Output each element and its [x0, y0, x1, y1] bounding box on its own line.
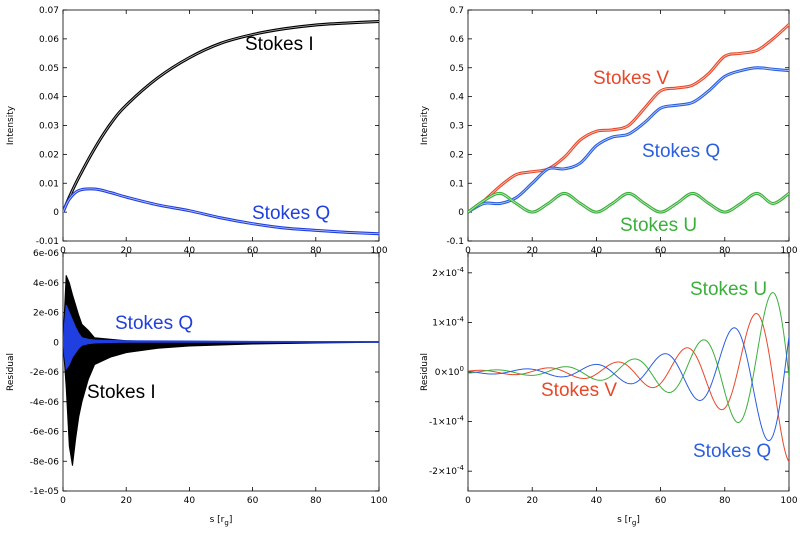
- x-tick-label: 100: [370, 496, 387, 506]
- panel-top-left: 0 20 40 60 80 100-0.0100.010.020.030.040.050.…: [6, 6, 388, 256]
- annotation-stokes-q-bottom: Stokes Q: [115, 313, 193, 334]
- series-stokes-q-highlight: [468, 67, 789, 213]
- y-axis-label: Residual: [6, 353, 16, 391]
- x-tick-label: 0: [60, 496, 66, 506]
- y-tick-label: -2e-06: [30, 368, 59, 378]
- y-tick-label: 0.7: [450, 6, 464, 16]
- x-tick-label: 60: [655, 246, 667, 256]
- y-tick-label: -2×10-4: [429, 464, 464, 477]
- x-tick-label: 0: [60, 246, 66, 256]
- series-stokes-u-highlight: [468, 192, 789, 213]
- panel-top-right: 0 20 40 60 80 100-0.100.10.20.30.40.50.60.7In…: [420, 6, 798, 256]
- annotation-stokes-u-bottom: Stokes U: [690, 279, 767, 300]
- y-tick-label: -0.01: [36, 237, 59, 247]
- series-stokes-i-highlight: [63, 21, 379, 213]
- x-tick-label: 100: [780, 496, 797, 506]
- y-tick-label: -6e-06: [30, 428, 59, 438]
- plot-frame: [62, 252, 380, 492]
- x-tick-label: 0: [465, 246, 471, 256]
- annotation-stokes-v-top: Stokes V: [593, 68, 669, 89]
- annotation-stokes-i-top: Stokes I: [245, 34, 314, 55]
- series-stokes-q-envelope: [63, 304, 379, 371]
- y-tick-label: 0.04: [39, 93, 59, 103]
- x-tick-label: 20: [120, 246, 132, 256]
- series-stokes-i-envelope: [63, 275, 379, 466]
- y-tick-label: 0.1: [450, 179, 464, 189]
- y-tick-label: 0×100: [435, 365, 464, 378]
- y-axis-label: Intensity: [6, 105, 16, 145]
- y-tick-label: -8e-06: [30, 457, 59, 467]
- y-tick-label: 4e-06: [33, 279, 59, 289]
- y-tick-label: -4e-06: [30, 398, 59, 408]
- x-tick-label: 100: [780, 246, 797, 256]
- y-tick-label: 0.05: [39, 64, 59, 74]
- x-tick-label: 80: [719, 496, 731, 506]
- x-tick-label: 60: [655, 496, 667, 506]
- y-tick-label: 0.5: [450, 64, 464, 74]
- series-stokes-v-highlight: [468, 24, 789, 213]
- x-tick-label: 40: [184, 496, 196, 506]
- series-stokes-q: [468, 327, 789, 442]
- x-tick-label: 40: [184, 246, 196, 256]
- y-tick-label: -0.1: [446, 237, 464, 247]
- y-tick-label: 0: [458, 208, 464, 218]
- x-axis-label: s [rg]: [617, 515, 640, 527]
- x-tick-label: 80: [719, 246, 731, 256]
- annotation-stokes-v-bottom: Stokes V: [541, 380, 617, 401]
- y-tick-label: 1×10-4: [432, 315, 464, 328]
- x-tick-label: 60: [247, 496, 259, 506]
- series-stokes-q: [63, 187, 379, 236]
- y-tick-label: 0: [53, 338, 59, 348]
- y-tick-label: 0.07: [39, 6, 59, 16]
- series-stokes-u: [468, 292, 789, 424]
- series-stokes-q: [468, 66, 789, 214]
- x-tick-label: 20: [526, 496, 538, 506]
- y-tick-label: 0: [53, 208, 59, 218]
- x-tick-label: 40: [591, 246, 603, 256]
- y-tick-label: 0.3: [450, 122, 464, 132]
- y-tick-label: -1×10-4: [429, 415, 464, 428]
- series-stokes-q-highlight: [63, 188, 379, 235]
- x-tick-label: 80: [310, 246, 322, 256]
- panel-bottom-left: 0 20 40 60 80 100 -1e-05 -8e-06 -6e-06 -4e-06 -2e-…: [6, 249, 388, 527]
- y-axis-label: Intensity: [420, 105, 430, 145]
- series-stokes-v: [468, 23, 789, 214]
- y-axis-label: Residual: [420, 353, 430, 391]
- x-tick-label: 80: [310, 496, 322, 506]
- y-tick-label: 0.2: [450, 150, 464, 160]
- annotation-stokes-q-bottomright: Stokes Q: [693, 441, 771, 462]
- x-tick-label: 40: [591, 496, 603, 506]
- y-tick-label: 0.4: [450, 93, 465, 103]
- x-tick-label: 20: [120, 496, 132, 506]
- y-tick-label: -1e-05: [30, 487, 59, 497]
- y-tick-label: 0.06: [39, 35, 59, 45]
- panel-bottom-right: 0 20 40 60 80 100 -2×10-4 -1×10-4 0×100 1×10-4 2×1…: [420, 252, 798, 527]
- y-tick-label: 2e-06: [33, 309, 59, 319]
- annotation-stokes-i-bottom: Stokes I: [87, 382, 156, 403]
- x-tick-label: 60: [247, 246, 259, 256]
- annotation-stokes-u-top: Stokes U: [620, 215, 697, 236]
- y-tick-label: 2×10-4: [432, 266, 464, 279]
- series-stokes-i: [63, 20, 379, 213]
- annotation-stokes-q-top: Stokes Q: [252, 203, 330, 224]
- x-tick-label: 20: [526, 246, 538, 256]
- y-tick-label: 0.01: [39, 179, 59, 189]
- x-axis-label: s [rg]: [210, 515, 233, 527]
- annotations: Stokes I Stokes Q Stokes V Stokes Q Stok…: [87, 34, 771, 462]
- y-tick-label: 0.02: [39, 150, 59, 160]
- x-tick-label: 100: [370, 246, 387, 256]
- x-tick-label: 0: [465, 496, 471, 506]
- y-tick-label: 6e-06: [33, 249, 59, 259]
- y-tick-label: 0.03: [39, 122, 59, 132]
- annotation-stokes-q-topright: Stokes Q: [642, 141, 720, 162]
- y-tick-label: 0.6: [450, 35, 465, 45]
